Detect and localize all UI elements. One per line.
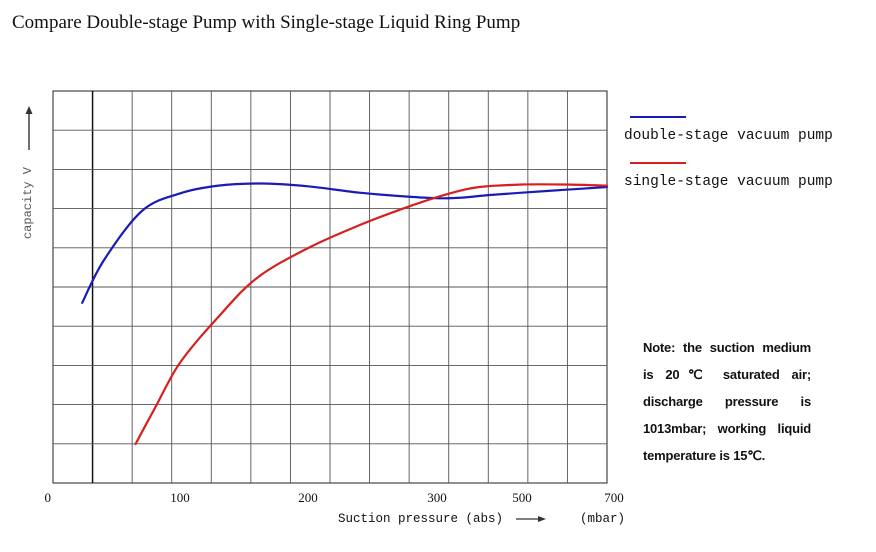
x-tick-label: 500 <box>512 490 532 505</box>
legend-item-double-stage: double-stage vacuum pump <box>624 112 874 158</box>
x-axis-arrow-icon <box>516 516 546 522</box>
legend-item-single-stage: single-stage vacuum pump <box>624 158 874 204</box>
x-tick-labels: 0 100 200 300 500 700 <box>45 490 624 505</box>
note-text: Note: the suction medium is 20℃ saturate… <box>643 340 811 463</box>
legend-label-double-stage: double-stage vacuum pump <box>624 128 833 144</box>
legend-label-single-stage: single-stage vacuum pump <box>624 174 833 190</box>
y-axis-arrow-icon <box>25 106 33 150</box>
x-tick-label: 200 <box>298 490 318 505</box>
x-tick-label: 100 <box>170 490 190 505</box>
x-axis-label: Suction pressure (abs) <box>338 512 504 526</box>
legend-swatch-single-stage <box>630 162 686 164</box>
x-axis-unit: (mbar) <box>580 512 626 526</box>
series-line-single-stage <box>134 183 609 446</box>
plot-grid <box>52 90 608 484</box>
legend-swatch-double-stage <box>630 116 686 118</box>
chart-title: Compare Double-stage Pump with Single-st… <box>12 12 521 33</box>
series-lines <box>81 182 609 446</box>
legend: double-stage vacuum pump single-stage va… <box>624 112 874 204</box>
series-line-double-stage <box>81 182 609 304</box>
x-tick-label: 300 <box>427 490 447 505</box>
x-tick-label: 700 <box>604 490 624 505</box>
x-tick-label: 0 <box>45 490 52 505</box>
